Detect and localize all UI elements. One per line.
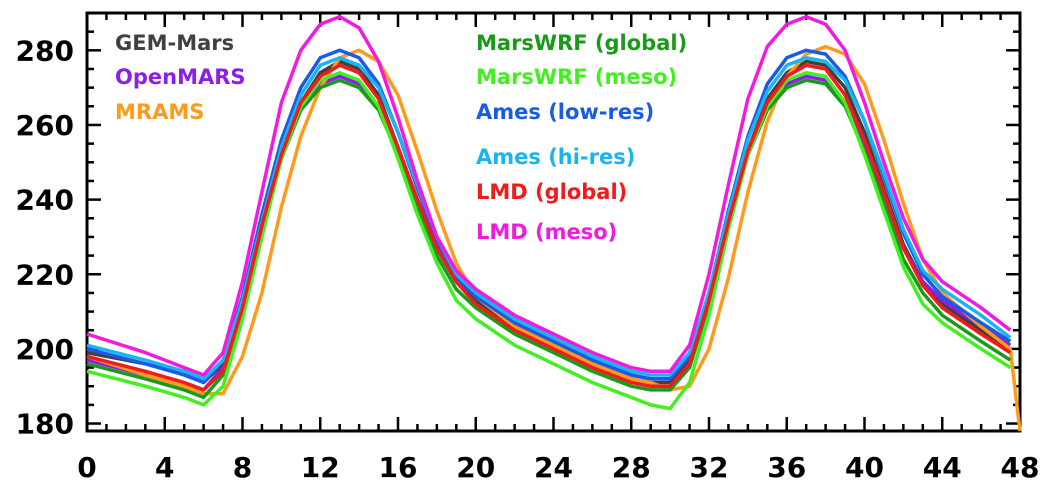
series-line-7	[86, 63, 1012, 392]
legend-label-lmd-global: LMD (global)	[476, 180, 627, 204]
y-tick-label: 260	[16, 109, 74, 142]
x-tick-label: 16	[379, 451, 418, 484]
x-tick-label: 4	[155, 451, 174, 484]
x-tick-label: 28	[612, 451, 651, 484]
y-tick-label: 200	[16, 333, 74, 366]
legend-label-marswrf-meso: MarsWRF (meso)	[476, 65, 677, 89]
axis-ticks	[85, 11, 1022, 431]
x-tick-label: 32	[690, 451, 729, 484]
series-line-2	[86, 44, 1022, 432]
legend-label-mrams: MRAMS	[115, 100, 204, 124]
x-tick-label: 40	[845, 451, 884, 484]
legend-label-marswrf-global: MarsWRF (global)	[476, 31, 687, 55]
x-tick-label: 20	[456, 451, 495, 484]
x-tick-label: 48	[1001, 451, 1040, 484]
series-line-8	[86, 14, 1012, 377]
x-tick-label: 44	[923, 451, 962, 484]
legend-label-openmars: OpenMARS	[115, 65, 246, 89]
tick-labels: 0 4 8 12 16 20 24 28 32 36 40 44 4818020022024026028…	[16, 34, 1040, 484]
x-tick-label: 24	[534, 451, 573, 484]
legend-label-gem-mars: GEM-Mars	[115, 31, 234, 55]
legend-label-ames-low-res: Ames (low-res)	[476, 100, 654, 124]
legend: GEM-Mars OpenMARS MRAMS MarsWRF (global)…	[115, 31, 687, 244]
x-tick-label: 0	[77, 451, 96, 484]
y-tick-label: 240	[16, 184, 74, 217]
x-tick-label: 12	[301, 451, 340, 484]
y-tick-label: 220	[16, 258, 74, 291]
series-lines	[86, 14, 1022, 432]
series-line-4	[86, 70, 1012, 411]
legend-label-ames-hi-res: Ames (hi-res)	[476, 145, 635, 169]
y-tick-label: 180	[16, 408, 74, 441]
x-tick-label: 8	[233, 451, 252, 484]
y-tick-label: 280	[16, 34, 74, 67]
x-tick-label: 36	[767, 451, 806, 484]
legend-label-lmd-meso: LMD (meso)	[476, 220, 617, 244]
